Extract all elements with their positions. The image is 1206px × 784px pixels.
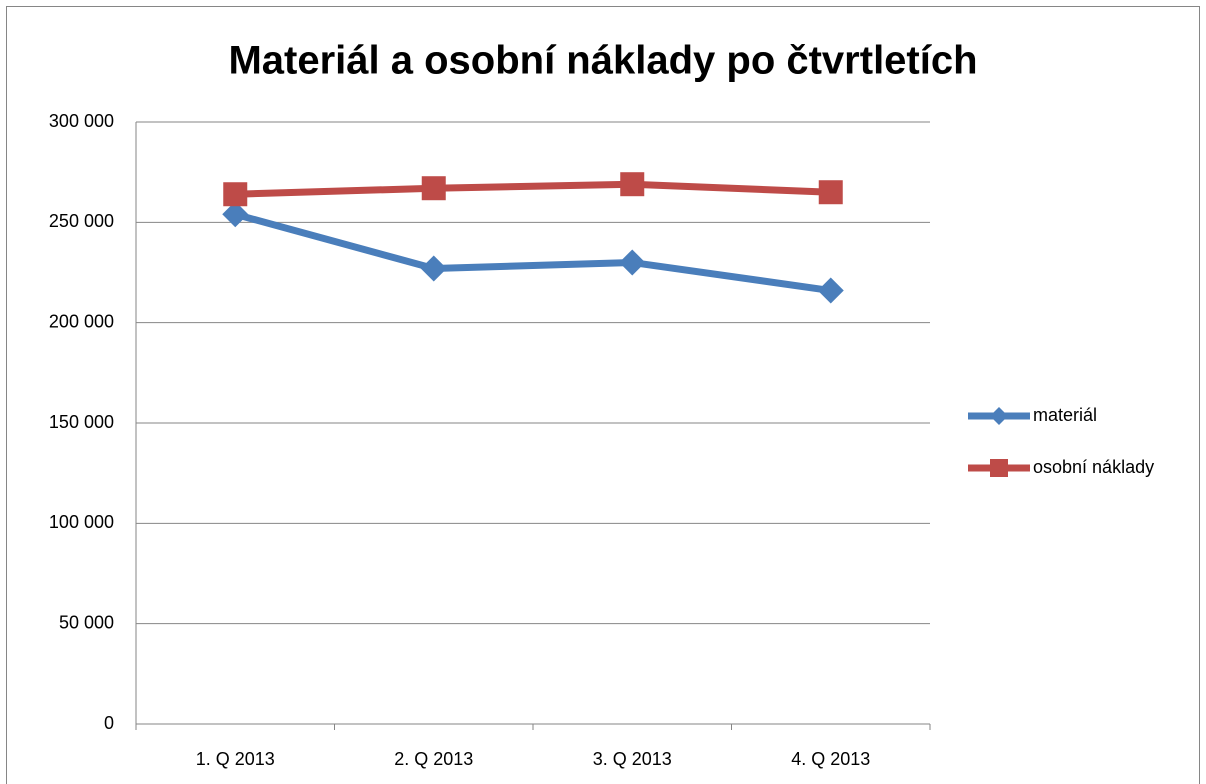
- data-point: [818, 180, 843, 205]
- y-tick-label: 0: [104, 713, 114, 733]
- x-tick-label: 2. Q 2013: [394, 749, 473, 769]
- data-point: [620, 172, 645, 197]
- data-point: [421, 176, 446, 201]
- y-tick-label: 300 000: [49, 111, 114, 131]
- x-tick-label: 1. Q 2013: [196, 749, 275, 769]
- chart-title: Materiál a osobní náklady po čtvrtletích: [228, 39, 977, 83]
- legend-marker: [990, 459, 1008, 477]
- y-tick-label: 100 000: [49, 512, 114, 532]
- legend-label: osobní náklady: [1033, 457, 1154, 477]
- series-line: [235, 180, 831, 198]
- y-tick-label: 150 000: [49, 412, 114, 432]
- y-tick-label: 200 000: [49, 311, 114, 331]
- y-tick-label: 50 000: [59, 612, 114, 632]
- data-point: [817, 277, 844, 304]
- data-point: [420, 255, 447, 282]
- chart-border: [6, 6, 1200, 784]
- data-point: [222, 201, 249, 228]
- x-tick-label: 4. Q 2013: [791, 749, 870, 769]
- legend-marker: [990, 407, 1008, 425]
- series-line: [234, 210, 832, 295]
- data-point: [223, 182, 248, 207]
- legend-label: materiál: [1033, 405, 1097, 425]
- y-tick-label: 250 000: [49, 211, 114, 231]
- data-point: [619, 249, 646, 276]
- x-tick-label: 3. Q 2013: [593, 749, 672, 769]
